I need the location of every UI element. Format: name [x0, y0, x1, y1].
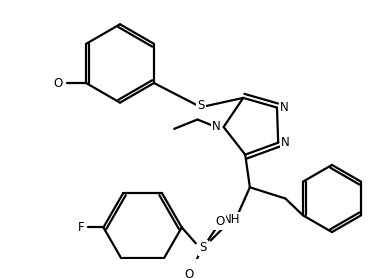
- Text: N: N: [281, 136, 290, 149]
- Text: NH: NH: [222, 214, 240, 227]
- Text: O: O: [54, 76, 63, 90]
- Text: S: S: [200, 242, 207, 254]
- Text: N: N: [280, 101, 289, 114]
- Text: O: O: [215, 215, 225, 228]
- Text: F: F: [78, 221, 84, 234]
- Text: S: S: [198, 99, 205, 112]
- Text: N: N: [212, 120, 220, 133]
- Text: O: O: [185, 267, 194, 278]
